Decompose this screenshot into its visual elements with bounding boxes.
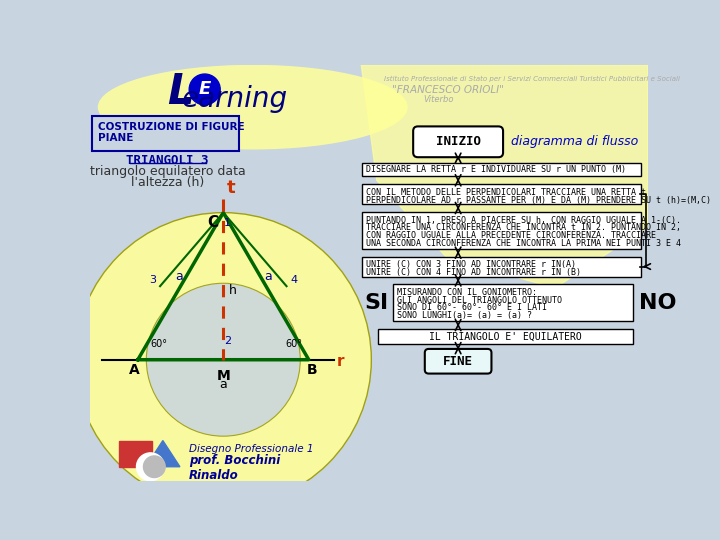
Text: l'altezza (h): l'altezza (h)	[131, 176, 204, 188]
Text: CON RAGGIO UGUALE ALLA PRECEDENTE CIRCONFERENZA. TRACCIARE: CON RAGGIO UGUALE ALLA PRECEDENTE CIRCON…	[366, 231, 656, 240]
Text: TRACCIARE UNA CIRCONFERENZA CHE INCONTRA t IN 2. PUNTANDO IN 2,: TRACCIARE UNA CIRCONFERENZA CHE INCONTRA…	[366, 224, 681, 232]
Text: SI: SI	[365, 293, 389, 313]
FancyBboxPatch shape	[92, 116, 239, 151]
Text: prof. Bocchini
Rinaldo: prof. Bocchini Rinaldo	[189, 454, 281, 482]
Text: M: M	[217, 369, 230, 383]
Text: UNIRE (C) CON 4 FINO AD INCONTRARE r IN (B): UNIRE (C) CON 4 FINO AD INCONTRARE r IN …	[366, 268, 581, 277]
Text: t: t	[226, 179, 235, 197]
FancyBboxPatch shape	[362, 212, 641, 249]
Text: L: L	[168, 71, 194, 112]
Text: 2: 2	[225, 336, 232, 346]
FancyBboxPatch shape	[377, 329, 634, 345]
Text: a: a	[175, 270, 183, 283]
Circle shape	[146, 284, 300, 436]
Text: 60°: 60°	[150, 340, 167, 349]
Text: FINE: FINE	[443, 355, 473, 368]
Text: INIZIO: INIZIO	[436, 136, 481, 148]
FancyBboxPatch shape	[362, 184, 641, 204]
Text: diagramma di flusso: diagramma di flusso	[510, 136, 638, 148]
Circle shape	[76, 213, 372, 507]
Text: earning: earning	[181, 85, 287, 112]
Text: PUNTANDO IN 1, PRESO A PIACERE SU h, CON RAGGIO UGUALE A 1-(C).: PUNTANDO IN 1, PRESO A PIACERE SU h, CON…	[366, 215, 681, 225]
Text: Istituto Professionale di Stato per i Servizi Commerciali Turistici Pubblicitari: Istituto Professionale di Stato per i Se…	[384, 76, 680, 82]
Text: A: A	[130, 363, 140, 377]
Text: C: C	[207, 215, 219, 230]
FancyBboxPatch shape	[362, 256, 641, 276]
Text: TRIANGOLI 3: TRIANGOLI 3	[126, 154, 209, 167]
Bar	[120, 441, 152, 467]
FancyBboxPatch shape	[425, 349, 492, 374]
Text: 3: 3	[149, 275, 156, 285]
Text: Viterbo: Viterbo	[423, 95, 454, 104]
Text: IL TRIANGOLO E' EQUILATERO: IL TRIANGOLO E' EQUILATERO	[429, 332, 582, 342]
Text: SONO LUNGHI(a)= (a) = (a) ?: SONO LUNGHI(a)= (a) = (a) ?	[397, 311, 532, 320]
Polygon shape	[361, 65, 648, 288]
Circle shape	[189, 74, 220, 105]
Text: B: B	[307, 363, 318, 377]
Text: GLI ANGOLI DEL TRIANGOLO OTTENUTO: GLI ANGOLI DEL TRIANGOLO OTTENUTO	[397, 296, 562, 305]
Text: 1: 1	[224, 219, 230, 228]
Text: a: a	[264, 270, 271, 283]
Text: CON IL METODO DELLE PERPENDICOLARI TRACCIARE UNA RETTA t: CON IL METODO DELLE PERPENDICOLARI TRACC…	[366, 188, 646, 197]
Text: Disegno Professionale 1: Disegno Professionale 1	[189, 444, 314, 454]
Polygon shape	[145, 441, 180, 467]
Text: MISURANDO CON IL GONIOMETRO:: MISURANDO CON IL GONIOMETRO:	[397, 288, 537, 297]
Text: UNIRE (C) CON 3 FINO AD INCONTRARE r IN(A): UNIRE (C) CON 3 FINO AD INCONTRARE r IN(…	[366, 260, 576, 269]
Text: E: E	[199, 80, 211, 98]
Text: h: h	[229, 284, 237, 296]
Text: triangolo equilatero data: triangolo equilatero data	[89, 165, 246, 178]
Text: NO: NO	[639, 293, 676, 313]
Text: 60°: 60°	[286, 340, 302, 349]
Text: "FRANCESCO ORIOLI": "FRANCESCO ORIOLI"	[392, 85, 504, 95]
Text: r: r	[336, 354, 344, 369]
Circle shape	[137, 453, 164, 481]
Text: PERPENDICOLARE AD r PASSANTE PER (M) E DA (M) PRENDERE SU t (h)=(M,C): PERPENDICOLARE AD r PASSANTE PER (M) E D…	[366, 195, 711, 205]
Text: a: a	[220, 378, 228, 391]
Text: 4: 4	[291, 275, 298, 285]
FancyBboxPatch shape	[413, 126, 503, 157]
Circle shape	[143, 456, 165, 477]
FancyBboxPatch shape	[393, 284, 634, 321]
Text: UNA SECONDA CIRCONFERENZA CHE INCONTRA LA PRIMA NEI PUNTI 3 E 4: UNA SECONDA CIRCONFERENZA CHE INCONTRA L…	[366, 239, 681, 248]
FancyBboxPatch shape	[362, 163, 641, 177]
Text: COSTRUZIONE DI FIGURE
PIANE: COSTRUZIONE DI FIGURE PIANE	[98, 122, 244, 144]
Ellipse shape	[98, 65, 408, 150]
Text: DISEGNARE LA RETTA r E INDIVIDUARE SU r UN PUNTO (M): DISEGNARE LA RETTA r E INDIVIDUARE SU r …	[366, 165, 626, 174]
Text: SONO DI 60°- 60°- 60° E I LATI: SONO DI 60°- 60°- 60° E I LATI	[397, 303, 547, 313]
